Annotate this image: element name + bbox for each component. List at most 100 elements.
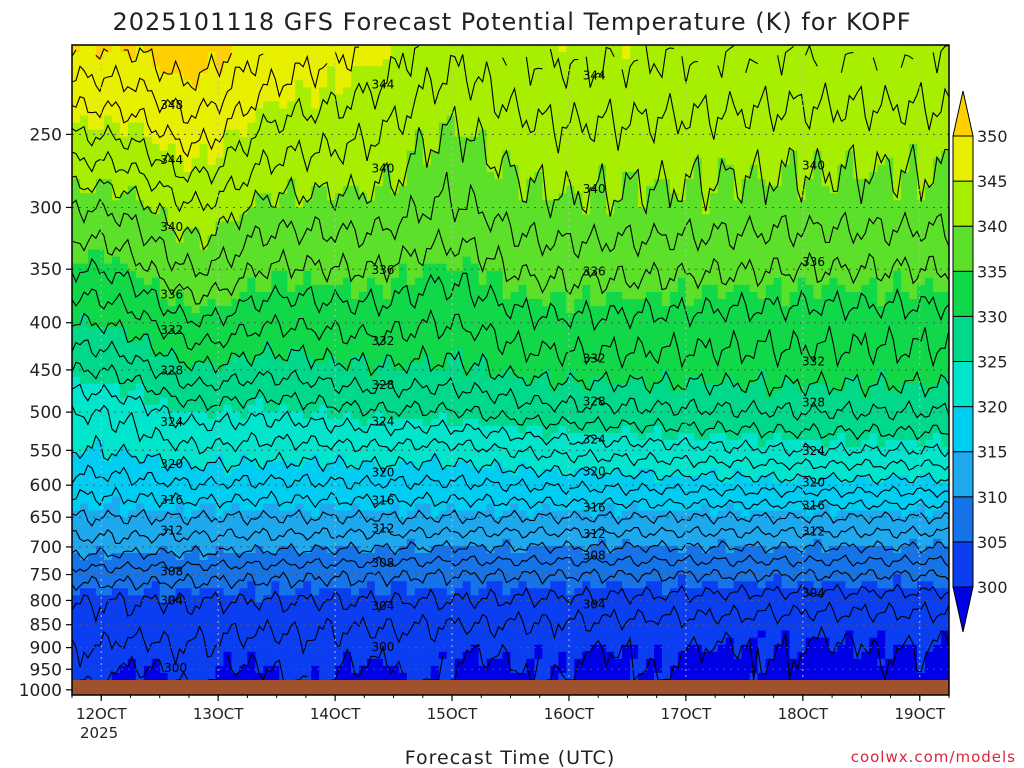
theta-cell bbox=[135, 348, 145, 357]
theta-cell bbox=[438, 524, 448, 533]
theta-cell bbox=[135, 362, 145, 371]
theta-cell bbox=[303, 383, 312, 392]
theta-cell bbox=[111, 418, 121, 427]
theta-cell bbox=[207, 461, 217, 469]
theta-cell bbox=[127, 235, 137, 244]
theta-cell bbox=[446, 545, 456, 554]
theta-cell bbox=[470, 179, 480, 187]
theta-cell bbox=[462, 383, 472, 392]
theta-cell bbox=[414, 341, 424, 349]
theta-cell bbox=[151, 207, 161, 215]
theta-cell bbox=[127, 658, 137, 667]
theta-cell bbox=[430, 186, 440, 194]
theta-cell bbox=[111, 94, 121, 103]
theta-cell bbox=[430, 327, 440, 335]
theta-cell bbox=[462, 545, 472, 554]
theta-cell bbox=[303, 179, 312, 187]
theta-cell bbox=[374, 369, 384, 378]
theta-cell bbox=[72, 602, 81, 611]
theta-cell bbox=[79, 200, 89, 208]
theta-cell bbox=[103, 426, 113, 434]
theta-cell bbox=[446, 524, 456, 533]
theta-cell bbox=[143, 496, 153, 505]
theta-cell bbox=[127, 517, 137, 526]
theta-cell bbox=[351, 588, 360, 596]
theta-cell bbox=[103, 644, 113, 653]
theta-cell bbox=[167, 637, 177, 646]
theta-cell bbox=[239, 531, 248, 540]
theta-cell bbox=[374, 595, 384, 603]
theta-cell bbox=[247, 207, 256, 215]
theta-cell bbox=[167, 560, 177, 568]
theta-cell bbox=[454, 228, 464, 237]
theta-cell bbox=[303, 560, 312, 568]
theta-cell bbox=[263, 306, 272, 314]
theta-cell bbox=[103, 616, 113, 625]
theta-cell bbox=[247, 616, 256, 625]
theta-cell bbox=[247, 665, 256, 674]
theta-cell bbox=[374, 672, 384, 681]
theta-cell bbox=[446, 468, 456, 476]
theta-cell bbox=[207, 369, 217, 378]
theta-cell bbox=[119, 80, 129, 88]
theta-cell bbox=[486, 45, 496, 53]
theta-cell bbox=[366, 475, 376, 484]
theta-cell bbox=[191, 475, 201, 484]
theta-cell bbox=[502, 595, 512, 603]
theta-cell bbox=[470, 143, 480, 152]
theta-cell bbox=[127, 531, 137, 540]
theta-cell bbox=[414, 581, 424, 589]
theta-cell bbox=[271, 313, 280, 321]
theta-cell bbox=[247, 369, 256, 378]
theta-cell bbox=[167, 538, 177, 547]
theta-cell bbox=[462, 433, 472, 441]
theta-cell bbox=[398, 383, 408, 392]
theta-cell bbox=[351, 214, 360, 222]
theta-cell bbox=[199, 284, 209, 293]
theta-cell bbox=[191, 630, 201, 639]
theta-cell bbox=[478, 277, 488, 286]
theta-cell bbox=[311, 277, 320, 286]
theta-cell bbox=[335, 291, 344, 300]
theta-cell bbox=[319, 362, 328, 371]
theta-cell bbox=[119, 235, 129, 244]
theta-cell bbox=[470, 313, 480, 321]
theta-cell bbox=[103, 221, 113, 230]
theta-cell bbox=[494, 334, 504, 342]
theta-cell bbox=[462, 602, 472, 611]
theta-cell bbox=[167, 602, 177, 611]
theta-cell bbox=[207, 306, 217, 314]
theta-cell bbox=[295, 306, 304, 314]
theta-cell bbox=[438, 531, 448, 540]
theta-cell bbox=[255, 172, 264, 180]
theta-cell bbox=[335, 299, 344, 307]
theta-cell bbox=[319, 637, 328, 646]
theta-cell bbox=[454, 616, 464, 625]
theta-cell bbox=[319, 291, 328, 300]
theta-cell bbox=[159, 172, 169, 180]
theta-cell bbox=[223, 489, 233, 498]
theta-cell bbox=[478, 80, 488, 88]
theta-cell bbox=[319, 186, 328, 194]
theta-cell bbox=[438, 545, 448, 554]
theta-cell bbox=[255, 143, 264, 152]
theta-cell bbox=[319, 249, 328, 258]
theta-cell bbox=[295, 651, 304, 660]
theta-cell bbox=[319, 475, 328, 484]
theta-cell bbox=[103, 327, 113, 335]
theta-cell bbox=[95, 52, 105, 60]
theta-cell bbox=[231, 602, 241, 611]
theta-cell bbox=[438, 157, 448, 166]
theta-cell bbox=[151, 503, 161, 512]
theta-cell bbox=[159, 200, 169, 208]
theta-cell bbox=[175, 447, 185, 455]
theta-cell bbox=[422, 52, 432, 60]
theta-cell bbox=[502, 609, 512, 618]
theta-cell bbox=[143, 59, 153, 67]
theta-cell bbox=[231, 376, 241, 385]
theta-cell bbox=[414, 369, 424, 378]
theta-cell bbox=[175, 461, 185, 469]
theta-cell bbox=[175, 115, 185, 124]
theta-cell bbox=[446, 164, 456, 173]
